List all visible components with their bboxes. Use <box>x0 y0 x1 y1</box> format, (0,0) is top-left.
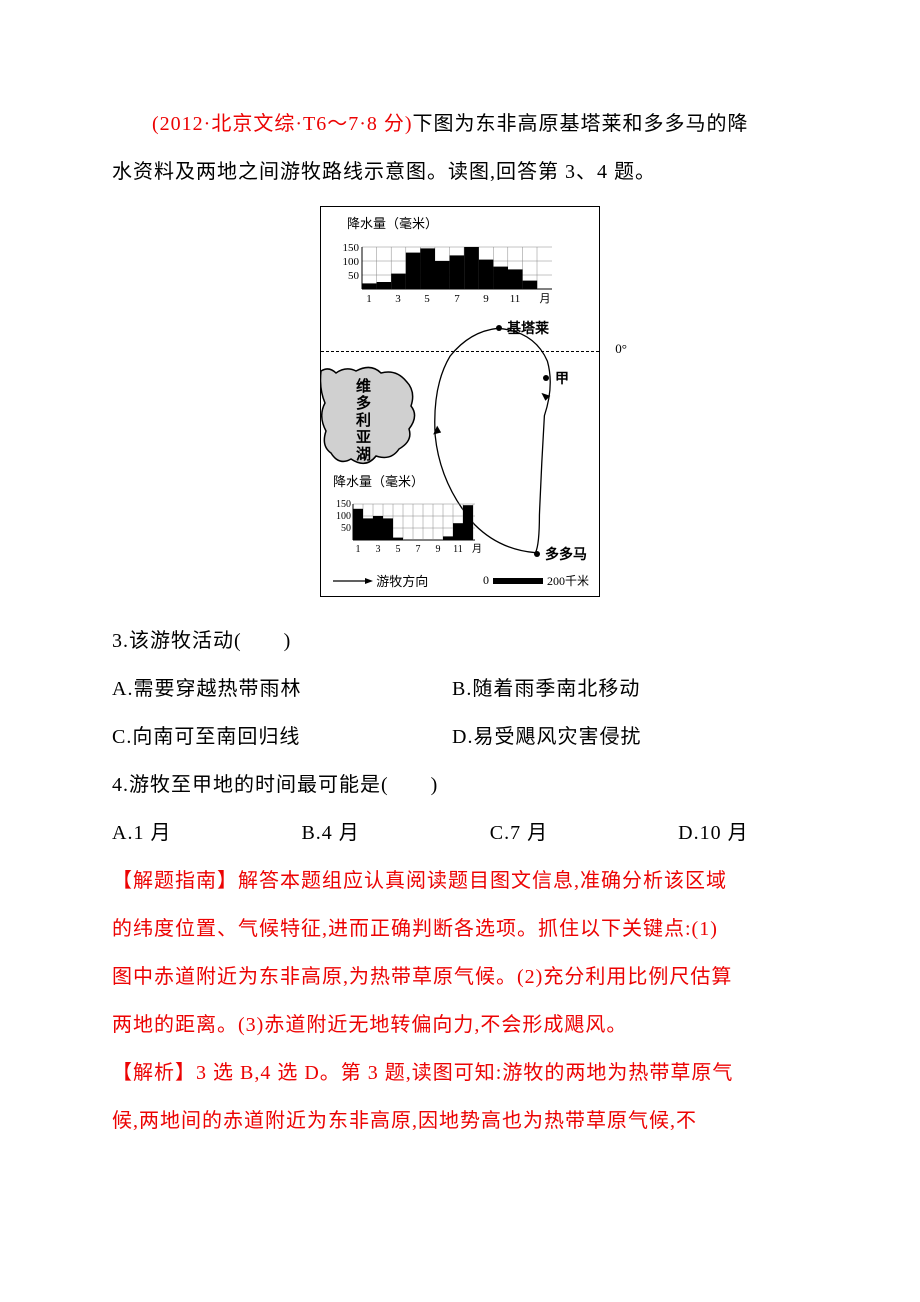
svg-text:9: 9 <box>483 293 489 305</box>
svg-text:3: 3 <box>376 544 381 555</box>
map-panel: 0° 维多利亚湖 基塔莱 甲 多多马 降水量（毫米） <box>321 315 599 565</box>
svg-text:1: 1 <box>366 293 372 305</box>
duoduoma-dot <box>534 551 540 557</box>
svg-text:9: 9 <box>436 544 441 555</box>
scale-200: 200千米 <box>547 572 589 589</box>
q4-optC: C.7 月 <box>490 809 548 857</box>
svg-text:7: 7 <box>454 293 460 305</box>
bottom-chart-panel: 降水量（毫米） <box>325 471 485 565</box>
top-chart-title: 降水量（毫米） <box>347 213 593 232</box>
analysis-text1: 3 选 B,4 选 D。第 3 题,读图可知:游牧的两地为热带草原气 <box>196 1062 733 1084</box>
direction-arrow-icon <box>331 576 373 586</box>
q3-stem: 3.该游牧活动( ) <box>112 617 808 665</box>
q3-options-row2: C.向南可至南回归线 D.易受飓风灾害侵扰 <box>112 713 808 761</box>
bottom-chart-ylabels: 50 100 150 <box>336 499 351 534</box>
svg-text:月: 月 <box>472 543 482 555</box>
analysis-label: 【解析】 <box>112 1062 196 1084</box>
svg-text:月: 月 <box>540 293 551 305</box>
q4-stem: 4.游牧至甲地的时间最可能是( ) <box>112 761 808 809</box>
analysis-line2: 候,两地间的赤道附近为东非高原,因地势高也为热带草原气候,不 <box>112 1097 808 1145</box>
legend-direction-group: 游牧方向 <box>331 571 428 590</box>
intro-text-1: 下图为东非高原基塔莱和多多马的降 <box>413 113 749 135</box>
top-chart-panel: 降水量（毫米） <box>321 207 599 315</box>
duoduoma-label: 多多马 <box>545 544 587 564</box>
svg-text:11: 11 <box>453 544 463 555</box>
jia-dot <box>543 375 549 381</box>
q4-optA: A.1 月 <box>112 809 171 857</box>
scale-segment-filled <box>493 578 543 584</box>
svg-text:150: 150 <box>336 499 351 510</box>
bottom-chart-svg: 50 100 150 1 3 5 7 9 11 月 <box>325 492 485 560</box>
guide-line2: 的纬度位置、气候特征,进而正确判断各选项。抓住以下关键点:(1) <box>112 905 808 953</box>
svg-text:5: 5 <box>424 293 430 305</box>
guide-line1: 【解题指南】解答本题组应认真阅读题目图文信息,准确分析该区域 <box>112 857 808 905</box>
svg-text:100: 100 <box>343 256 360 268</box>
bottom-chart-title: 降水量（毫米） <box>333 471 485 490</box>
legend-panel: 游牧方向 0 200千米 <box>321 565 599 596</box>
equator-label: 0° <box>615 341 627 357</box>
svg-text:50: 50 <box>348 270 360 282</box>
figure-box: 降水量（毫米） <box>320 206 600 597</box>
guide-line3: 图中赤道附近为东非高原,为热带草原气候。(2)充分利用比例尺估算 <box>112 953 808 1001</box>
guide-line4: 两地的距离。(3)赤道附近无地转偏向力,不会形成飓风。 <box>112 1001 808 1049</box>
analysis-line1: 【解析】3 选 B,4 选 D。第 3 题,读图可知:游牧的两地为热带草原气 <box>112 1049 808 1097</box>
scale-bar: 0 200千米 <box>483 572 589 589</box>
legend-direction-label: 游牧方向 <box>376 574 428 589</box>
intro-paragraph-line2: 水资料及两地之间游牧路线示意图。读图,回答第 3、4 题。 <box>112 148 808 196</box>
guide-label: 【解题指南】 <box>112 870 238 892</box>
top-chart-ylabels: 50 100 150 <box>343 242 360 282</box>
source-citation: (2012·北京文综·T6～7·8 分) <box>152 113 413 135</box>
guide-text1: 解答本题组应认真阅读题目图文信息,准确分析该区域 <box>238 870 727 892</box>
q3-optD: D.易受飓风灾害侵扰 <box>452 713 641 761</box>
jia-label: 甲 <box>555 368 569 388</box>
q3-optA: A.需要穿越热带雨林 <box>112 665 452 713</box>
svg-text:11: 11 <box>510 293 521 305</box>
q4-optD: D.10 月 <box>678 809 748 857</box>
equator-line <box>321 351 599 352</box>
top-chart-svg: 50 100 150 1 3 5 7 9 11 月 <box>327 234 567 309</box>
svg-text:7: 7 <box>416 544 421 555</box>
lake-label: 维多利亚湖 <box>353 378 371 463</box>
intro-paragraph-line1: (2012·北京文综·T6～7·8 分)下图为东非高原基塔莱和多多马的降 <box>112 100 808 148</box>
scale-zero: 0 <box>483 573 489 588</box>
q3-options-row1: A.需要穿越热带雨林 B.随着雨季南北移动 <box>112 665 808 713</box>
svg-text:5: 5 <box>396 544 401 555</box>
top-chart-xlabels: 1 3 5 7 9 11 月 <box>366 293 550 305</box>
svg-text:50: 50 <box>341 523 351 534</box>
bottom-chart-xlabels: 1 3 5 7 9 11 月 <box>356 543 483 555</box>
svg-text:100: 100 <box>336 511 351 522</box>
svg-text:1: 1 <box>356 544 361 555</box>
top-chart-area: 50 100 150 1 3 5 7 9 11 月 <box>327 234 567 309</box>
figure-container: 降水量（毫米） <box>112 206 808 597</box>
svg-text:150: 150 <box>343 242 360 254</box>
jitale-label: 基塔莱 <box>507 318 549 338</box>
q4-optB: B.4 月 <box>301 809 359 857</box>
lake-shape <box>321 361 421 471</box>
jitale-dot <box>496 325 502 331</box>
q3-optB: B.随着雨季南北移动 <box>452 665 640 713</box>
svg-text:3: 3 <box>395 293 401 305</box>
q3-optC: C.向南可至南回归线 <box>112 713 452 761</box>
q4-options: A.1 月 B.4 月 C.7 月 D.10 月 <box>112 809 808 857</box>
